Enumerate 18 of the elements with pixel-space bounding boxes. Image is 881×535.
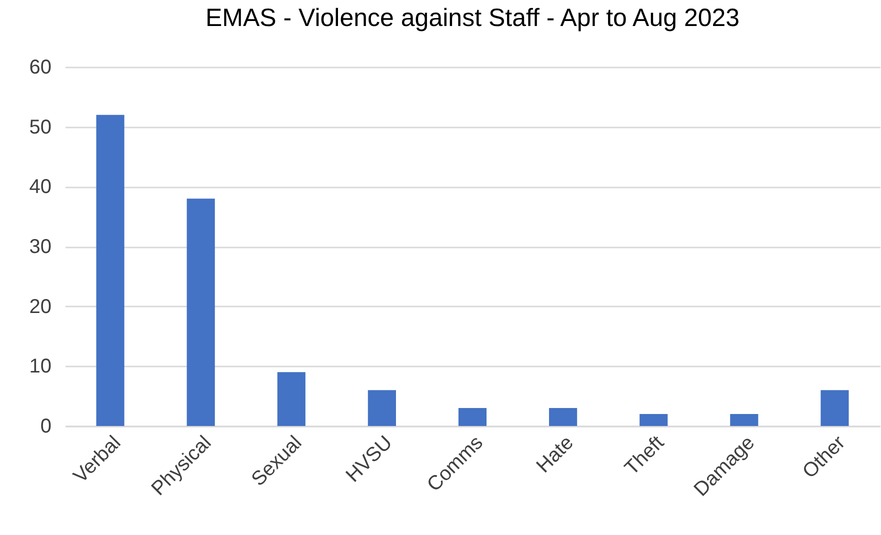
bar [730,414,758,426]
bar [549,408,578,426]
bar [368,390,396,426]
bar [458,408,487,426]
y-tick-label: 10 [29,356,52,378]
y-tick-label: 40 [29,176,52,198]
bar [820,390,849,426]
bar [96,114,124,426]
bar [640,414,668,426]
bar [186,198,215,426]
x-tick-label: Hate [532,432,578,478]
y-tick-label: 60 [29,56,52,78]
y-tick-label: 0 [40,416,52,438]
y-tick-label: 30 [29,236,52,258]
y-tick-label: 50 [29,116,52,138]
y-tick-label: 20 [29,296,52,318]
bar [277,372,306,426]
chart-title: EMAS - Violence against Staff - Apr to Aug 2023 [205,4,740,32]
